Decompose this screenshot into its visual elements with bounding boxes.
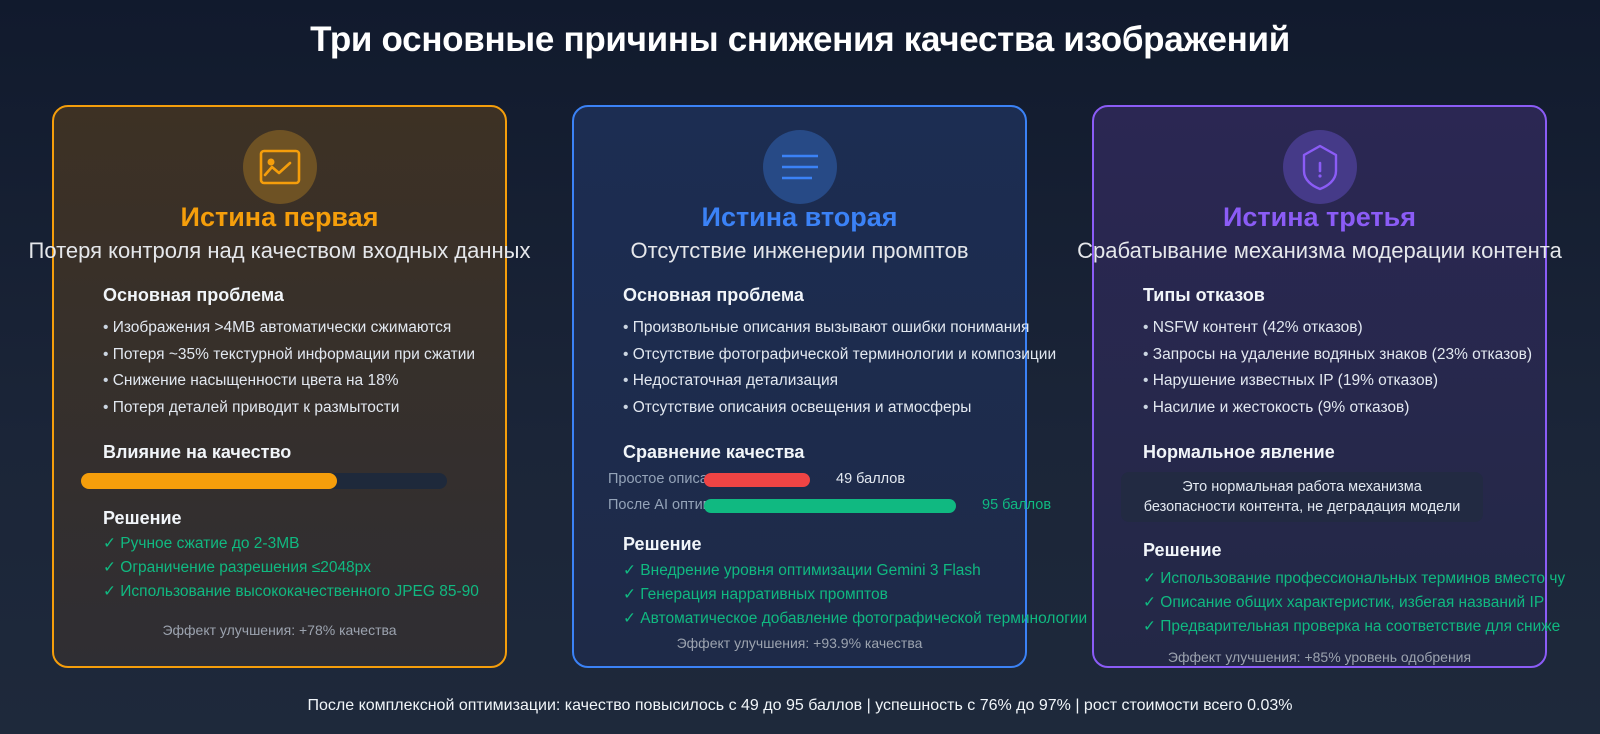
solution-item: ✓ Предварительная проверка на соответств…	[1143, 618, 1561, 635]
rejection-types-list: NSFW контент (42% отказов) Запросы на уд…	[1143, 315, 1532, 421]
card-truth-second: Истина вторая Отсутствие инженерии промп…	[572, 105, 1087, 668]
note-line: безопасности контента, не деградация мод…	[1143, 499, 1461, 515]
comparison-value: 95 баллов	[982, 497, 1052, 513]
note-line: Это нормальная работа механизма	[1182, 479, 1422, 495]
comparison-bar-ai	[704, 499, 956, 513]
solution-item: ✓ Описание общих характеристик, избегая …	[1143, 594, 1545, 611]
effect-text: Эффект улучшения: +85% уровень одобрения	[1167, 649, 1472, 665]
impact-heading: Влияние на качество	[103, 442, 292, 462]
page-title: Три основные причины снижения качества и…	[310, 20, 1290, 59]
solution-heading: Решение	[623, 534, 702, 554]
card-truth-third: Истина третья Срабатывание механизма мод…	[1077, 105, 1565, 668]
shield-alert-icon	[1302, 144, 1337, 191]
solution-heading: Решение	[103, 508, 182, 528]
footer-summary: После комплексной оптимизации: качество …	[307, 697, 1293, 714]
card-title: Истина вторая	[701, 202, 898, 232]
solution-item: ✓ Использование высококачественного JPEG…	[103, 583, 479, 600]
comparison-row-ai: После AI оптимизации 95 баллов	[608, 495, 1108, 517]
solution-item: ✓ Внедрение уровня оптимизации Gemini 3 …	[623, 562, 981, 579]
solution-item: ✓ Автоматическое добавление фотографичес…	[623, 610, 1088, 627]
card-title: Истина первая	[180, 202, 379, 232]
effect-text: Эффект улучшения: +93.9% качества	[676, 635, 923, 651]
solution-item: ✓ Ручное сжатие до 2-3MB	[103, 535, 300, 552]
solution-item: ✓ Генерация нарративных промптов	[623, 586, 888, 603]
icon-badge	[242, 130, 317, 204]
icon-badge	[762, 130, 837, 204]
problem-item: Произвольные описания вызывают ошибки по…	[623, 315, 1056, 342]
comparison-row-simple: Простое описание 49 баллов	[608, 469, 1108, 491]
solution-heading: Решение	[1143, 540, 1222, 560]
rejection-item: Запросы на удаление водяных знаков (23% …	[1143, 342, 1532, 369]
problem-item: Недостаточная детализация	[623, 368, 1056, 395]
image-chart-icon	[259, 149, 300, 185]
icon-badge	[1282, 130, 1357, 204]
problem-item: Потеря ~35% текстурной информации при сж…	[103, 342, 475, 369]
problem-heading: Основная проблема	[103, 285, 284, 305]
problem-list: Изображения >4MB автоматически сжимаются…	[103, 315, 475, 421]
problem-heading: Основная проблема	[623, 285, 804, 305]
comparison-label: Простое описание	[608, 471, 732, 487]
problem-item: Снижение насыщенности цвета на 18%	[103, 368, 475, 395]
card-truth-first: Истина первая Потеря контроля над качест…	[29, 105, 531, 668]
comparison-heading: Сравнение качества	[623, 442, 805, 462]
problem-list: Произвольные описания вызывают ошибки по…	[623, 315, 1056, 421]
solution-list: ✓ Внедрение уровня оптимизации Gemini 3 …	[623, 559, 1087, 631]
note-box: Это нормальная работа механизма безопасн…	[1121, 472, 1483, 522]
card-subtitle: Отсутствие инженерии промптов	[630, 238, 969, 263]
solution-item: ✓ Использование профессиональных термино…	[1143, 570, 1566, 587]
comparison-value: 49 баллов	[836, 471, 906, 487]
solution-list: ✓ Использование профессиональных термино…	[1143, 567, 1565, 639]
rejection-item: Насилие и жестокость (9% отказов)	[1143, 395, 1532, 422]
card-subtitle: Потеря контроля над качеством входных да…	[28, 238, 531, 263]
problem-item: Потеря деталей приводит к размытости	[103, 395, 475, 422]
rejection-item: NSFW контент (42% отказов)	[1143, 315, 1532, 342]
comparison-bar-simple	[704, 473, 810, 487]
note-heading: Нормальное явление	[1143, 442, 1335, 462]
text-lines-icon	[781, 154, 818, 180]
rejection-types-heading: Типы отказов	[1143, 285, 1265, 305]
rejection-item: Нарушение известных IP (19% отказов)	[1143, 368, 1532, 395]
impact-progress-bar	[81, 473, 447, 489]
problem-item: Отсутствие фотографической терминологии …	[623, 342, 1056, 369]
impact-progress-fill	[81, 473, 338, 489]
solution-item: ✓ Ограничение разрешения ≤2048px	[103, 559, 372, 576]
effect-text: Эффект улучшения: +78% качества	[162, 622, 397, 638]
card-subtitle: Срабатывание механизма модерации контент…	[1077, 238, 1562, 263]
problem-item: Отсутствие описания освещения и атмосфер…	[623, 395, 1056, 422]
card-title: Истина третья	[1222, 202, 1417, 232]
solution-list: ✓ Ручное сжатие до 2-3MB ✓ Ограничение р…	[103, 532, 479, 604]
problem-item: Изображения >4MB автоматически сжимаются	[103, 315, 475, 342]
